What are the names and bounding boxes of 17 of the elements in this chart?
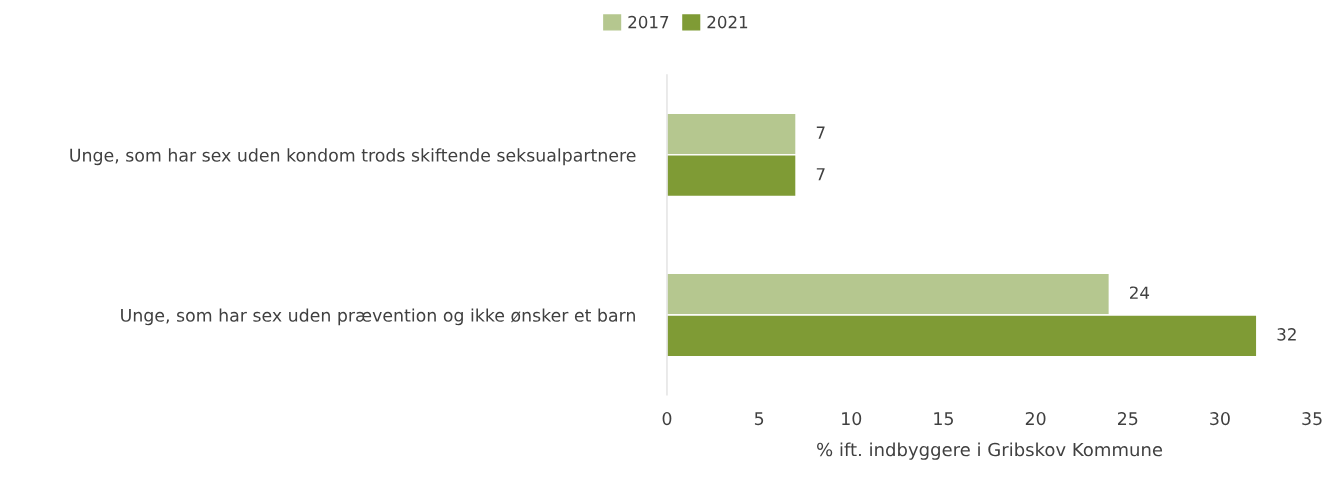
x-tick-label: 0 (662, 412, 672, 426)
x-tick-label: 25 (1117, 412, 1138, 426)
data-label: 32 (1277, 328, 1296, 341)
data-label: 24 (1130, 286, 1150, 299)
y-tick-label: Unge, som har sex uden kondom trods skiftende seksualpartnere (70, 148, 636, 166)
y-tick-label: Unge, som har sex uden prævention og ikke ønsker et barn (121, 308, 635, 326)
legend-label: 2021 (707, 15, 748, 29)
data-label: 7 (816, 126, 825, 139)
legend-label: 2017 (628, 15, 669, 29)
x-tick-label: 15 (934, 412, 953, 426)
data-label: 7 (816, 168, 825, 181)
x-tick-label: 35 (1302, 412, 1322, 426)
x-tick-label: 30 (1210, 412, 1230, 426)
x-tick-label: 20 (1025, 412, 1046, 426)
x-tick-label: 5 (754, 412, 764, 426)
x-tick-label: 10 (842, 412, 862, 426)
x-axis-title: % ift. indbyggere i Gribskov Kommune (817, 442, 1163, 460)
